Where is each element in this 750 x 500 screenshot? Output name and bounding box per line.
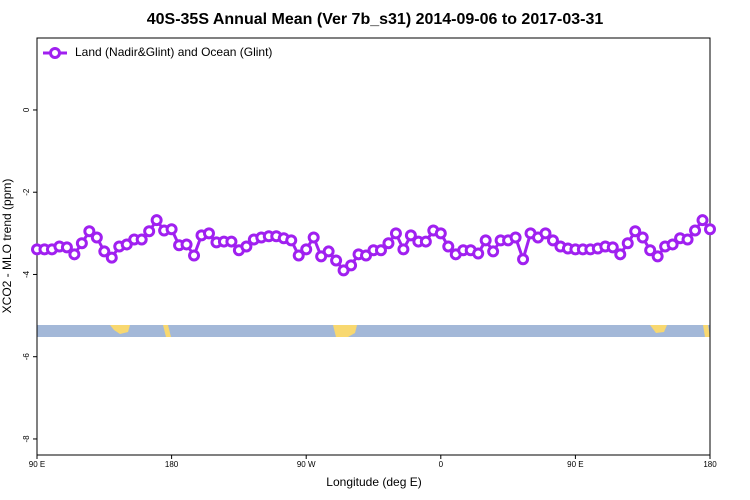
data-point [75,237,88,250]
data-point [225,235,238,248]
data-point [90,231,103,244]
x-tick-label: 90 E [29,460,45,469]
data-point [666,238,679,251]
data-point [419,235,432,248]
land-mask-strip [37,325,710,337]
data-point [546,234,559,247]
x-axis-label: Longitude (deg E) [326,475,421,489]
land-patch [333,325,357,337]
data-point [696,214,709,227]
land-patch [110,325,130,334]
data-point [472,247,485,260]
data-point [374,244,387,257]
data-point [330,254,343,267]
land-patch [703,325,710,337]
data-point [150,214,163,227]
data-point [68,248,81,261]
chart-title: 40S-35S Annual Mean (Ver 7b_s31) 2014-09… [147,11,604,28]
land-patch [650,325,667,333]
data-point [397,243,410,256]
data-point [629,225,642,238]
data-point [143,225,156,238]
data-point [60,241,73,254]
data-point [651,250,664,263]
data-point [539,227,552,240]
legend-label: Land (Nadir&Glint) and Ocean (Glint) [75,45,272,59]
data-point [704,223,716,236]
data-point [517,253,530,266]
x-tick-label: 90 E [567,460,583,469]
data-point [300,243,313,256]
data-point [614,248,627,261]
data-point [105,251,118,264]
data-point [389,227,402,240]
y-tick-label: 0 [22,107,31,112]
data-point [382,237,395,250]
y-tick-label: -6 [22,353,31,361]
data-point [240,240,253,253]
data-point [636,231,649,244]
data-point [644,244,657,257]
data-point [509,231,522,244]
data-point [479,234,492,247]
data-point [345,259,358,272]
data-point [606,241,619,254]
x-tick-label: 180 [165,460,179,469]
x-tick-label: 180 [703,460,717,469]
y-tick-label: -2 [22,188,31,196]
data-point [689,224,702,237]
land-patch [163,325,171,337]
data-point [188,249,201,262]
data-point [98,245,111,258]
data-point [180,238,193,251]
data-point [285,234,298,247]
data-point [322,245,335,258]
data-point [621,237,634,250]
data-point [165,223,178,236]
x-tick-label: 0 [439,460,444,469]
data-point [202,227,215,240]
y-axis-label: XCO2 - MLO trend (ppm) [0,179,14,314]
data-point [434,227,447,240]
data-point [83,225,96,238]
data-point [360,249,373,262]
legend-marker [49,47,61,59]
data-point [292,249,305,262]
y-tick-label: -4 [22,270,31,278]
y-tick-label: -8 [22,435,31,443]
data-point [307,231,320,244]
x-tick-label: 90 W [297,460,316,469]
data-point [487,245,500,258]
data-point [681,233,694,246]
ocean-strip [37,325,710,337]
data-point [442,240,455,253]
data-point [135,233,148,246]
data-point [404,229,417,242]
